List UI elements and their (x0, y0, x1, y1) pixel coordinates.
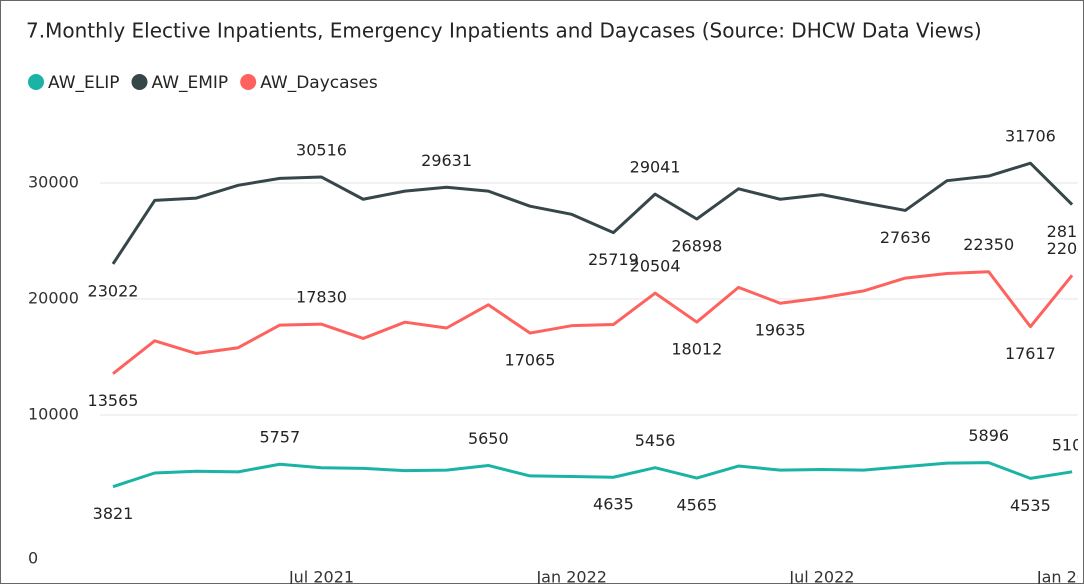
data-label: 27636 (880, 228, 931, 247)
y-tick-label: 0 (28, 549, 38, 568)
y-tick-label: 30000 (28, 173, 79, 192)
x-tick-label: Jan 2022 (535, 568, 606, 584)
data-label: 20504 (630, 257, 681, 276)
x-tick-label: Jan 2023 (1036, 568, 1084, 584)
legend-marker (240, 74, 257, 90)
data-label: 25719 (588, 250, 639, 269)
data-label: 31706 (1005, 127, 1056, 146)
data-label: 5456 (635, 431, 676, 450)
data-label: 29041 (630, 158, 681, 177)
series-line (112, 270, 1074, 375)
legend-label: AW_ELIP (48, 73, 120, 93)
data-label: 4635 (593, 495, 634, 514)
data-label: 29631 (421, 151, 472, 170)
data-label: 5650 (468, 429, 509, 448)
series-line (112, 461, 1073, 489)
legend-label: AW_Daycases (260, 73, 378, 93)
data-label: 3821 (93, 504, 134, 523)
x-tick-label: Jul 2022 (788, 568, 854, 584)
data-label: 17065 (505, 351, 556, 370)
data-label: 13565 (88, 391, 139, 410)
data-label: 18012 (671, 340, 722, 359)
data-label: 26898 (671, 236, 722, 255)
plot-area: Jul 2021 Jan 2022 Jul 2022 Jan 2023 3821 5757… (88, 127, 1084, 584)
y-tick-label: 20000 (28, 289, 79, 308)
legend-label: AW_EMIP (152, 73, 229, 93)
data-label: 28137 (1047, 222, 1084, 241)
x-tick-label: Jul 2021 (288, 568, 354, 584)
data-label: 17617 (1005, 344, 1056, 363)
data-label: 22042 (1047, 239, 1084, 258)
data-label: 5757 (259, 428, 300, 447)
data-label: 19635 (755, 321, 806, 340)
data-label: 30516 (296, 141, 347, 160)
data-label: 4565 (676, 496, 717, 515)
legend-marker (28, 74, 44, 90)
data-label: 4535 (1010, 496, 1051, 515)
data-label: 5896 (968, 426, 1009, 445)
data-label: 17830 (296, 288, 347, 307)
legend: AW_ELIP AW_EMIP AW_Daycases (28, 73, 378, 93)
legend-marker (131, 74, 148, 90)
y-tick-label: 10000 (28, 405, 79, 424)
chart-title: 7.Monthly Elective Inpatients, Emergency… (26, 19, 982, 43)
data-label: 5103 (1052, 435, 1084, 454)
data-label: 23022 (88, 281, 139, 300)
data-label: 22350 (963, 235, 1014, 254)
series-line (111, 161, 1074, 265)
